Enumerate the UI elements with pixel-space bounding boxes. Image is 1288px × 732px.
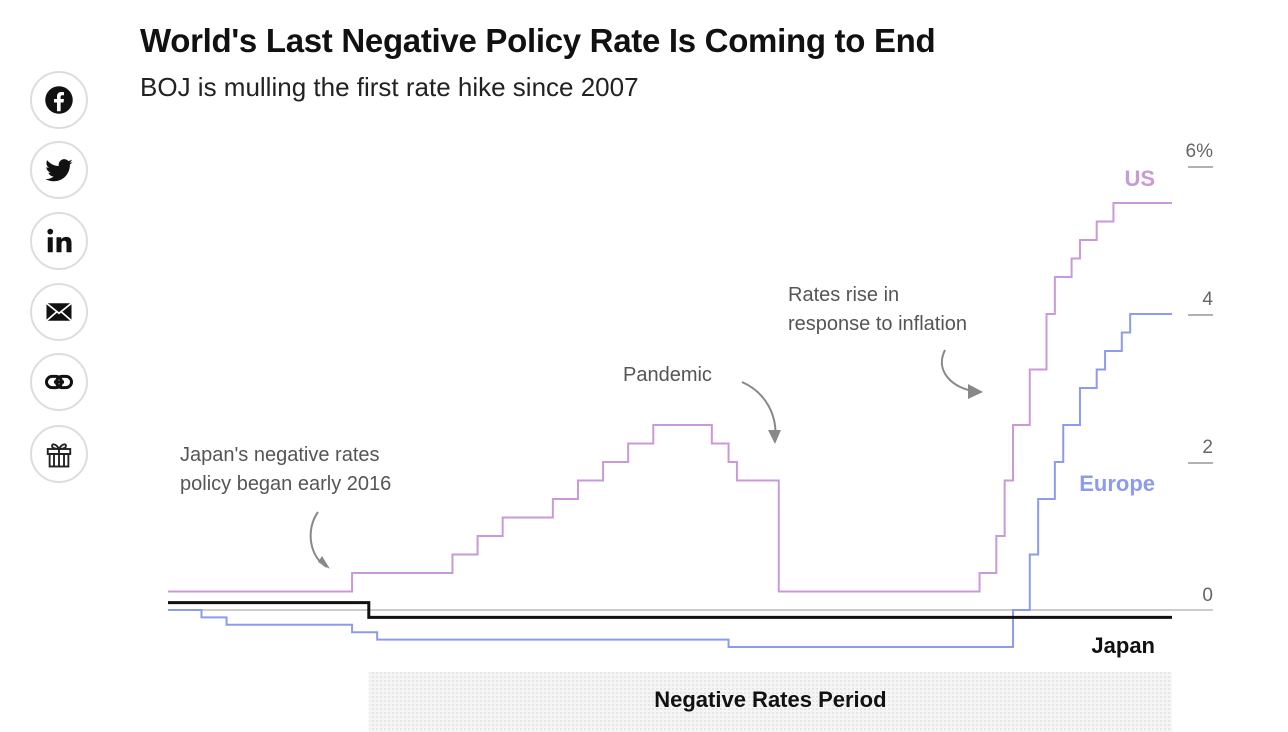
chart-title: World's Last Negative Policy Rate Is Com… (140, 22, 936, 59)
y-tick-label: 2 (1202, 437, 1213, 458)
y-tick-label: 6% (1186, 141, 1214, 162)
series-line-us (168, 202, 1172, 593)
share-linkedin-button[interactable] (30, 212, 88, 270)
series-line-europe (168, 313, 1172, 648)
negative-rates-period-band (368, 672, 1172, 732)
series-label-us: US (1124, 166, 1155, 191)
email-icon (45, 302, 73, 322)
negative-rates-period-label: Negative Rates Period (654, 687, 886, 712)
series-label-japan: Japan (1091, 633, 1155, 658)
facebook-icon (45, 86, 73, 114)
link-icon (45, 374, 73, 390)
series-label-europe: Europe (1079, 471, 1155, 496)
share-email-button[interactable] (30, 283, 88, 341)
gift-icon (46, 443, 72, 468)
copy-link-button[interactable] (30, 353, 88, 411)
y-tick-label: 0 (1202, 585, 1213, 606)
y-tick-label: 4 (1202, 289, 1213, 310)
gift-button[interactable] (30, 425, 88, 483)
share-twitter-button[interactable] (30, 141, 88, 199)
chart-subtitle: BOJ is mulling the first rate hike since… (140, 72, 639, 102)
share-facebook-button[interactable] (30, 71, 88, 129)
arrow-japan-negative (309, 511, 328, 568)
twitter-icon (45, 159, 73, 182)
annotation-rates-rise: Rates rise in response to inflation (788, 284, 967, 335)
annotation-pandemic: Pandemic (623, 364, 712, 386)
arrow-head-pandemic (768, 430, 781, 444)
linkedin-icon (47, 228, 72, 253)
arrow-head-rates (968, 384, 983, 399)
arrow-rates-rise (940, 349, 979, 393)
arrow-head-japan (318, 556, 330, 569)
series-line-japan (168, 601, 1172, 619)
annotation-japan-negative: Japan's negative rates policy began early… (180, 444, 391, 495)
